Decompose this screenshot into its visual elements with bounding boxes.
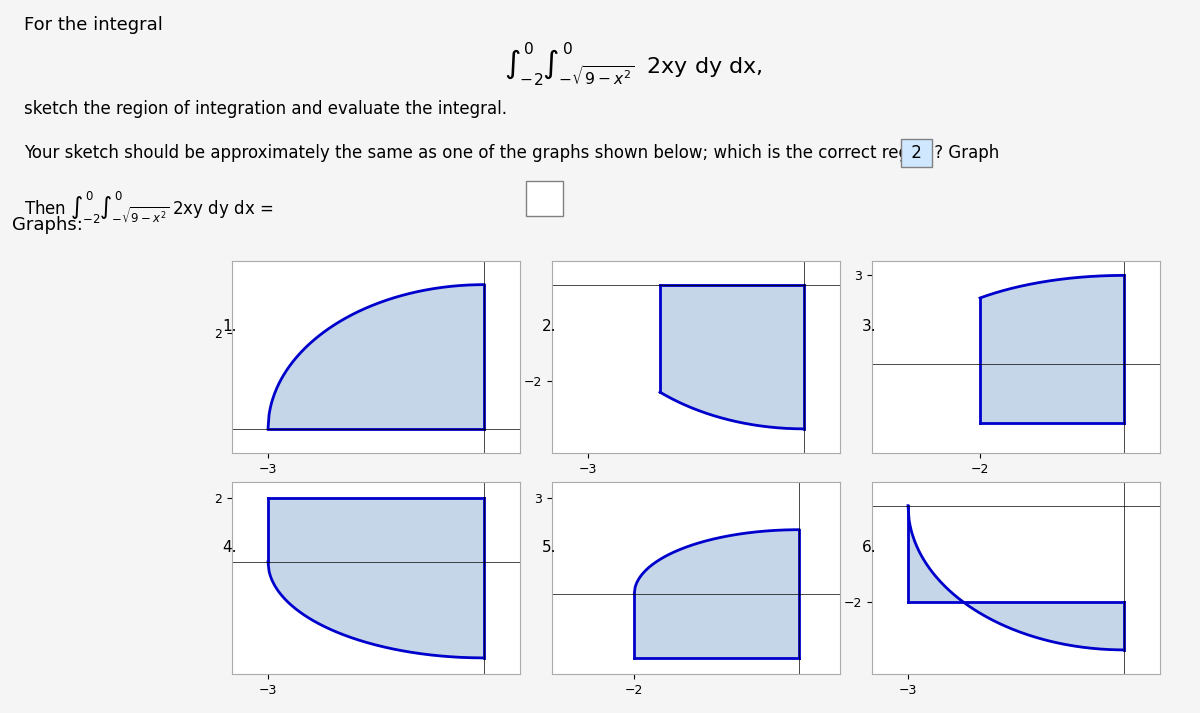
- Text: sketch the region of integration and evaluate the integral.: sketch the region of integration and eva…: [24, 100, 508, 118]
- Text: 1.: 1.: [222, 319, 236, 334]
- Text: 4.: 4.: [222, 540, 236, 555]
- Text: 2: 2: [906, 144, 928, 162]
- Text: 5.: 5.: [542, 540, 557, 555]
- Text: Then $\int_{-2}^{0}\int_{-\sqrt{9-x^2}}^{0}$ 2xy dy dx =: Then $\int_{-2}^{0}\int_{-\sqrt{9-x^2}}^…: [24, 190, 274, 226]
- Text: 3.: 3.: [862, 319, 877, 334]
- Text: Your sketch should be approximately the same as one of the graphs shown below; w: Your sketch should be approximately the …: [24, 144, 1000, 162]
- Text: 6.: 6.: [862, 540, 877, 555]
- Text: Graphs:: Graphs:: [12, 215, 83, 234]
- Text: For the integral: For the integral: [24, 16, 163, 34]
- Text: 2.: 2.: [542, 319, 557, 334]
- Text: $\int_{-2}^{0}\int_{-\sqrt{9-x^2}}^{0}$  2xy dy dx,: $\int_{-2}^{0}\int_{-\sqrt{9-x^2}}^{0}$ …: [504, 40, 763, 88]
